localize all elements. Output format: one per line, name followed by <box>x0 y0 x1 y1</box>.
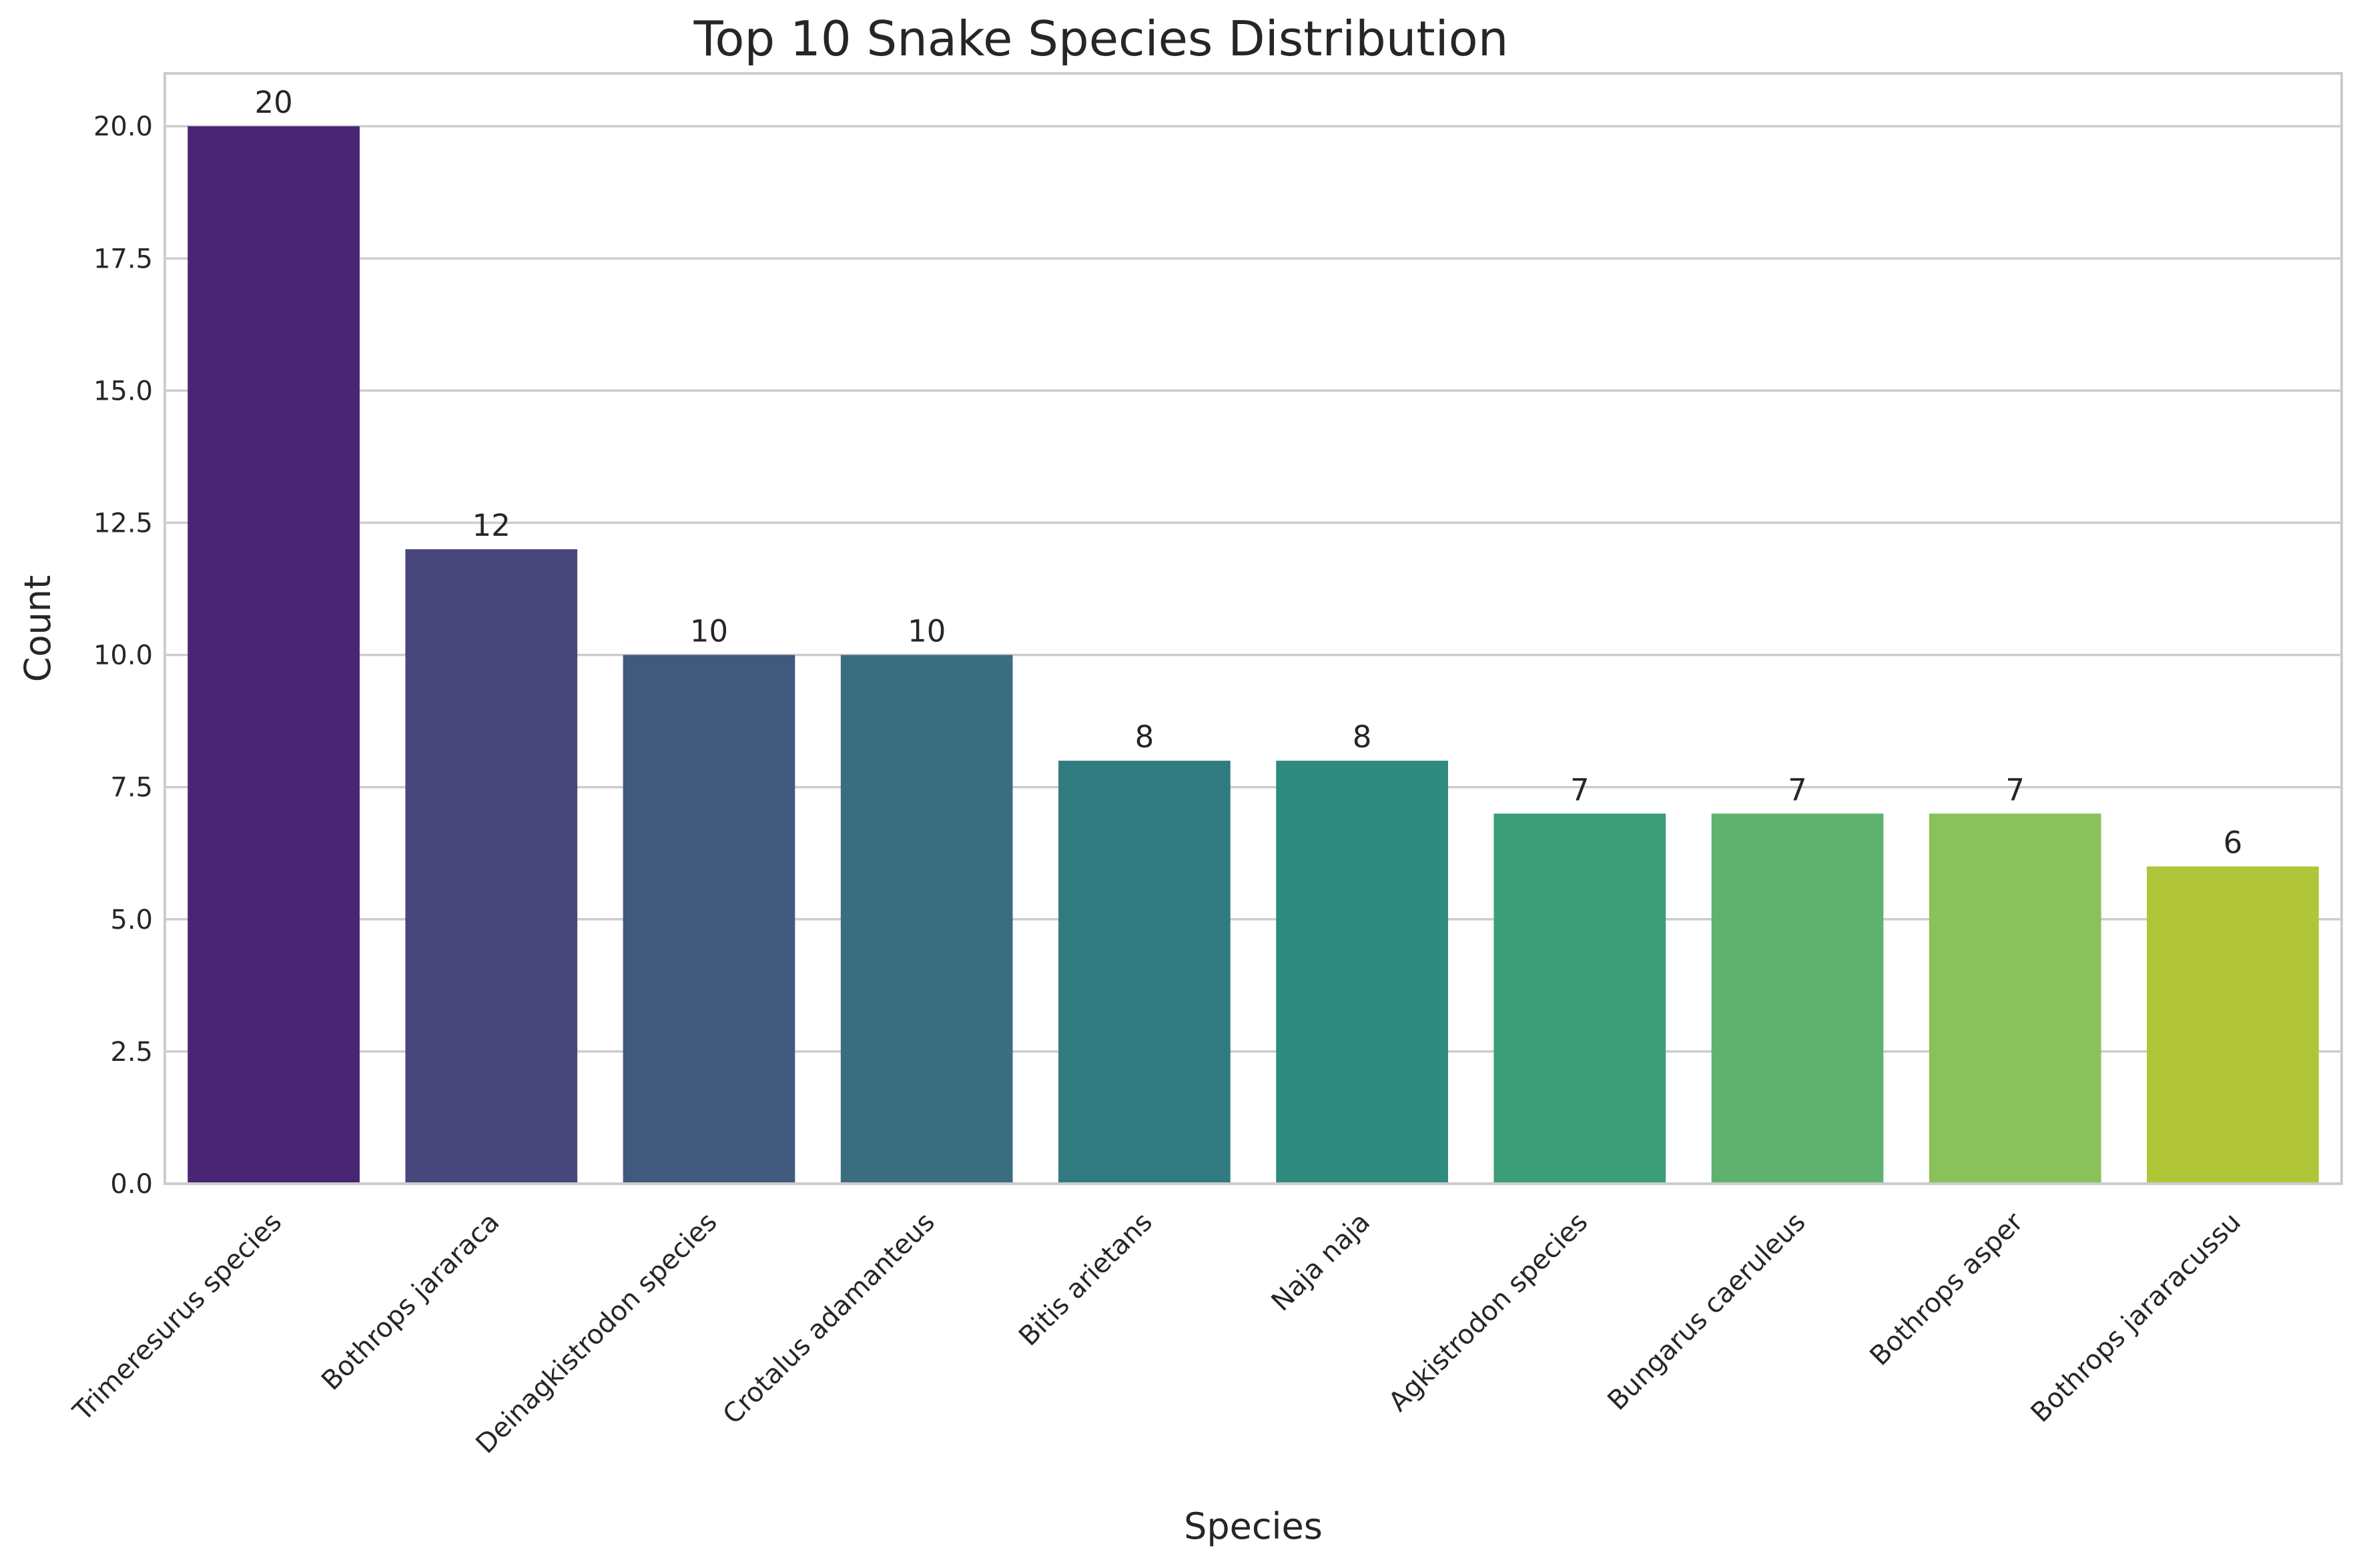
y-tick-label: 5.0 <box>110 905 153 935</box>
bar-value-label: 8 <box>1353 719 1372 755</box>
bar-value-label: 20 <box>254 85 292 120</box>
bars <box>188 126 2319 1184</box>
bar <box>840 655 1013 1184</box>
y-tick-label: 2.5 <box>110 1037 153 1068</box>
y-axis-label: Count <box>17 575 59 682</box>
bar-value-label: 8 <box>1135 719 1154 755</box>
y-tick-label: 12.5 <box>93 508 153 539</box>
x-tick-label: Trimeresurus species <box>67 1207 288 1428</box>
y-tick-label: 17.5 <box>93 244 153 274</box>
plot-frame <box>163 72 2343 1185</box>
x-tick-label: Crotalus adamanteus <box>717 1207 941 1431</box>
x-tick-label: Bothrops jararacussu <box>2025 1207 2247 1429</box>
bar <box>623 655 795 1184</box>
y-tick-label: 10.0 <box>93 641 153 671</box>
x-tick-label: Naja naja <box>1266 1207 1377 1318</box>
bar <box>405 549 578 1184</box>
y-tick-labels: 0.0 2.5 5.0 7.5 10.0 12.5 15.0 17.5 20.0 <box>93 111 153 1200</box>
bar <box>2147 866 2319 1184</box>
bar <box>1276 761 1448 1184</box>
bar <box>1058 761 1231 1184</box>
bar-value-label: 7 <box>1788 772 1807 807</box>
chart-title: Top 10 Snake Species Distribution <box>693 11 1509 67</box>
bar <box>188 126 360 1184</box>
y-tick-label: 20.0 <box>93 111 153 142</box>
x-tick-label: Bothrops asper <box>1864 1206 2029 1372</box>
x-tick-label: Bungarus caeruleus <box>1602 1207 1811 1417</box>
x-tick-label: Deinagkistrodon species <box>470 1207 723 1460</box>
bar-value-label: 6 <box>2224 825 2243 861</box>
x-tick-label: Agkistrodon species <box>1383 1207 1594 1418</box>
bar <box>1493 813 1666 1184</box>
y-tick-label: 0.0 <box>110 1169 153 1200</box>
y-tick-label: 7.5 <box>110 773 153 803</box>
bar <box>1929 813 2101 1184</box>
x-tick-labels: Trimeresurus species Bothrops jararacaDei… <box>67 1206 2247 1459</box>
bar <box>1711 813 1884 1184</box>
bar-value-label: 10 <box>690 614 728 649</box>
bar-value-label: 7 <box>2005 772 2025 807</box>
y-tick-label: 15.0 <box>93 376 153 406</box>
x-tick-label: Bitis arietans <box>1013 1207 1158 1352</box>
bar-value-label: 7 <box>1570 772 1590 807</box>
x-tick-label: Bothrops jararaca <box>316 1207 505 1397</box>
bar-value-label: 10 <box>908 614 946 649</box>
bar-value-label: 12 <box>472 508 511 543</box>
value-labels: 20 12 10 10 8 8 7 7 7 6 <box>254 85 2242 860</box>
x-axis-label: Species <box>1184 1505 1323 1547</box>
